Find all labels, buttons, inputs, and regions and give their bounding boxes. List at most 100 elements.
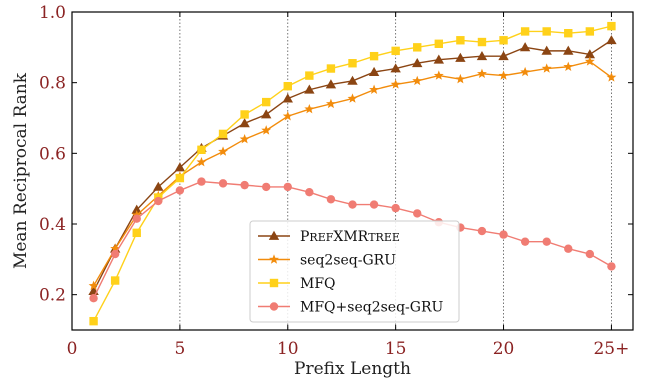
legend-label: MFQ+seq2seq-GRU	[300, 300, 443, 316]
data-point	[369, 84, 380, 94]
data-point	[325, 98, 336, 109]
x-tick-label: 5	[174, 339, 185, 359]
data-point	[563, 61, 574, 71]
data-point	[175, 186, 185, 195]
data-point	[240, 180, 249, 190]
x-tick-label: 15	[385, 339, 407, 359]
data-point	[455, 73, 466, 84]
data-point	[433, 54, 445, 64]
data-point	[218, 179, 228, 188]
y-tick-label: 1.0	[39, 3, 66, 23]
data-point	[455, 52, 466, 62]
data-point	[413, 209, 422, 218]
data-point	[456, 36, 465, 45]
data-point	[154, 196, 163, 206]
data-point	[89, 294, 98, 303]
data-point	[413, 43, 422, 52]
data-point	[153, 181, 164, 191]
data-point	[476, 50, 488, 61]
data-point	[607, 21, 616, 31]
data-point	[369, 51, 379, 61]
plot-frame	[71, 11, 634, 331]
data-point	[175, 173, 185, 183]
data-point	[282, 111, 293, 121]
data-point	[563, 45, 574, 55]
data-point	[110, 276, 120, 285]
ticks-layer: 0 5 10 15 20 25+ 0.2 0.4 0.6 0.8 1.0	[39, 3, 633, 359]
legend-marker	[269, 302, 279, 311]
legend-label-part: P	[300, 229, 309, 245]
data-point	[391, 46, 400, 56]
data-point	[348, 200, 357, 209]
data-point	[110, 243, 121, 253]
data-point	[196, 156, 207, 167]
data-point	[498, 50, 509, 61]
legend: PREFXMRTREE seq2seq-GRU MFQ MFQ+seq2seq-GRU	[249, 220, 460, 323]
legend-marker	[268, 230, 280, 240]
data-point	[434, 39, 444, 48]
series-prefxmrtree	[88, 35, 617, 296]
data-point	[347, 75, 358, 85]
y-axis-title: Mean Reciprocal Rank	[11, 72, 31, 269]
data-point	[283, 182, 292, 192]
legend-item: MFQ	[258, 276, 336, 292]
data-point	[347, 93, 358, 103]
data-point	[132, 214, 141, 223]
data-point	[305, 188, 314, 197]
data-point	[390, 79, 401, 89]
data-point	[564, 29, 573, 38]
data-point	[239, 134, 250, 144]
legend-label: MFQ	[300, 276, 336, 292]
data-point	[585, 249, 595, 259]
data-point	[477, 68, 487, 79]
data-point	[519, 42, 531, 52]
data-point	[520, 237, 530, 246]
data-point	[412, 58, 423, 68]
data-point	[131, 204, 142, 214]
data-point	[542, 237, 551, 246]
series-layer	[88, 21, 617, 326]
legend-items: PREFXMRTREE seq2seq-GRU MFQ MFQ+seq2seq-GRU	[258, 229, 443, 316]
y-tick-label: 0.8	[39, 74, 66, 94]
data-point	[520, 66, 531, 77]
data-point	[499, 36, 508, 45]
data-point	[541, 45, 552, 55]
x-tick-label: 25+	[593, 339, 629, 359]
data-point	[326, 64, 336, 73]
legend-marker	[269, 254, 279, 264]
legend-label-part: XMR	[333, 229, 368, 245]
data-point	[197, 145, 206, 154]
x-tick-label: 0	[67, 339, 78, 359]
x-tick-label: 20	[493, 339, 515, 359]
data-point	[282, 93, 293, 103]
legend-marker	[269, 278, 279, 288]
y-tick-label: 0.2	[39, 286, 66, 306]
data-point	[541, 63, 552, 73]
data-point	[542, 27, 551, 36]
data-point	[325, 79, 337, 89]
data-point	[326, 195, 336, 204]
data-point	[218, 129, 228, 139]
data-point	[304, 103, 315, 114]
data-point	[132, 228, 141, 238]
data-point	[368, 66, 380, 76]
data-point	[607, 262, 616, 271]
data-point	[89, 316, 98, 326]
data-point	[477, 226, 487, 236]
data-point	[390, 63, 401, 73]
data-point	[584, 49, 596, 59]
data-point	[585, 27, 595, 36]
data-point	[283, 82, 292, 91]
data-point	[261, 97, 271, 107]
y-tick-label: 0.6	[39, 144, 66, 164]
legend-label-part: TREE	[368, 231, 400, 244]
data-point	[499, 230, 508, 239]
legend-box	[249, 220, 460, 323]
data-point	[584, 56, 595, 66]
data-point	[197, 177, 206, 186]
data-point	[369, 200, 379, 209]
series-mfq-seq2seq-gru	[89, 177, 616, 303]
legend-label: PREFXMRTREE	[300, 229, 400, 245]
legend-item: seq2seq-GRU	[258, 253, 396, 269]
